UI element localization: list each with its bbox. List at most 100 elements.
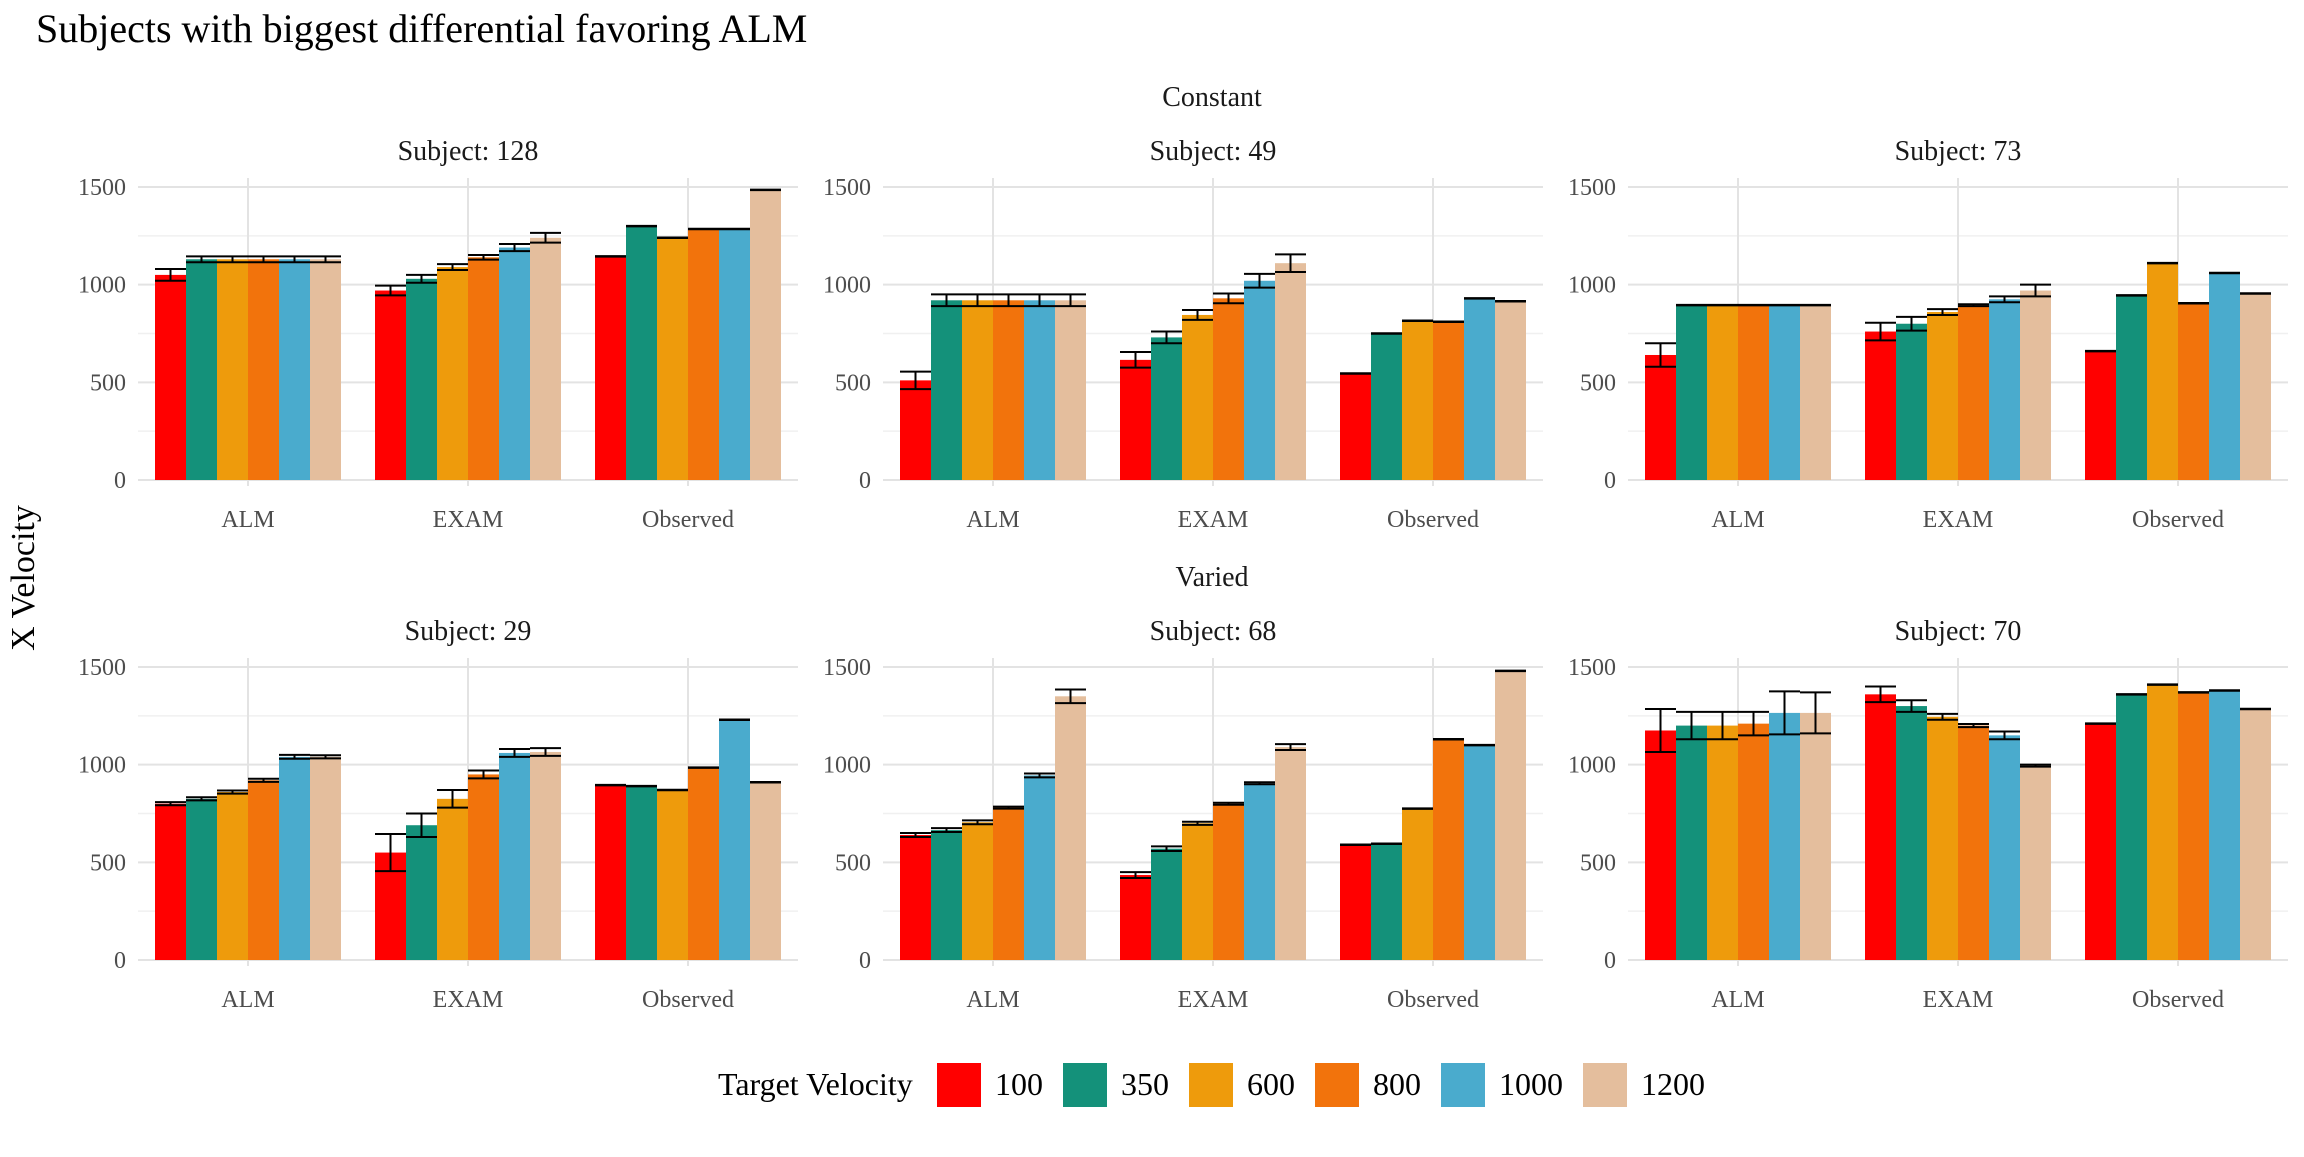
bar (1800, 305, 1831, 480)
bar (186, 259, 217, 480)
y-tick-label: 0 (1604, 948, 1616, 974)
legend-label: 600 (1247, 1066, 1295, 1102)
bar (1769, 305, 1800, 480)
bar (1989, 735, 2020, 960)
y-tick-label: 500 (1580, 370, 1616, 396)
x-tick-label: EXAM (1178, 507, 1249, 533)
bar (1738, 723, 1769, 960)
panel-5: Subject: 68 0 500 1000 1500 ALM EXAM Observed (823, 616, 1543, 1013)
x-tick-label: ALM (966, 507, 1019, 533)
bar (1495, 670, 1526, 960)
bar (1865, 694, 1896, 960)
bar (1707, 305, 1738, 480)
x-tick-label: ALM (221, 987, 274, 1013)
legend-label: 100 (995, 1066, 1043, 1102)
bar (900, 380, 931, 480)
y-tick-label: 0 (114, 468, 126, 494)
bar (2116, 295, 2147, 480)
bar (750, 189, 781, 480)
bar (530, 751, 561, 960)
bar (1402, 808, 1433, 960)
bar (719, 228, 750, 480)
bar (688, 767, 719, 960)
bar (437, 267, 468, 480)
y-tick-label: 0 (859, 468, 871, 494)
x-tick-label: EXAM (1178, 987, 1249, 1013)
legend-item-600: 600 (1189, 1063, 1295, 1107)
facet-row-label-constant: Constant (1162, 82, 1262, 113)
y-tick-label: 0 (859, 948, 871, 974)
legend-label: 1000 (1499, 1066, 1563, 1102)
bar (186, 798, 217, 960)
panel-4: Subject: 29 0 500 1000 1500 ALM EXAM Observed (78, 616, 798, 1013)
bar (750, 782, 781, 960)
x-tick-label: Observed (642, 987, 734, 1013)
bar (2240, 708, 2271, 960)
bar (1769, 712, 1800, 960)
bar (1371, 333, 1402, 480)
y-tick-label: 0 (1604, 468, 1616, 494)
legend-key (1441, 1063, 1485, 1107)
panel-title: Subject: 49 (1150, 136, 1277, 167)
y-tick-label: 1500 (78, 175, 126, 201)
y-tick-label: 1500 (1568, 175, 1616, 201)
bar (2240, 293, 2271, 480)
bar (1464, 745, 1495, 960)
y-tick-label: 1500 (823, 655, 871, 681)
legend-item-800: 800 (1315, 1063, 1421, 1107)
bar (1464, 298, 1495, 480)
bar (595, 256, 626, 480)
bar (468, 257, 499, 480)
bar (1645, 354, 1676, 480)
bar (626, 786, 657, 960)
bar (2147, 684, 2178, 960)
legend-key (1189, 1063, 1233, 1107)
bar (1275, 747, 1306, 960)
x-tick-label: Observed (2132, 507, 2224, 533)
bar (1800, 712, 1831, 960)
bar (931, 300, 962, 480)
y-tick-label: 1000 (1568, 273, 1616, 299)
panel-title: Subject: 70 (1895, 616, 2022, 647)
bar (248, 259, 279, 480)
panel-3: Subject: 73 0 500 1000 1500 ALM EXAM Observed (1568, 136, 2288, 533)
bar (248, 780, 279, 960)
bar (993, 300, 1024, 480)
x-tick-label: Observed (1387, 507, 1479, 533)
y-tick-label: 1000 (78, 753, 126, 779)
bar (279, 259, 310, 480)
bar (1676, 305, 1707, 480)
legend-key (937, 1063, 981, 1107)
bar (1055, 300, 1086, 480)
x-tick-label: EXAM (1923, 507, 1994, 533)
bar (1024, 300, 1055, 480)
bar (962, 300, 993, 480)
y-tick-label: 500 (835, 850, 871, 876)
bar (1182, 314, 1213, 480)
legend-label: 1200 (1641, 1066, 1705, 1102)
bar (155, 274, 186, 480)
y-tick-label: 500 (1580, 850, 1616, 876)
bar (2020, 290, 2051, 480)
bar (499, 752, 530, 960)
bar (530, 237, 561, 480)
bar (499, 247, 530, 480)
bar (310, 259, 341, 480)
bar (719, 719, 750, 960)
bar (2178, 303, 2209, 480)
bar (1958, 305, 1989, 480)
bar (1151, 848, 1182, 960)
facet-row-label-varied: Varied (1175, 562, 1248, 593)
bar (931, 830, 962, 960)
panel-2: Subject: 49 0 500 1000 1500 ALM EXAM Observed (823, 136, 1543, 533)
bar (217, 792, 248, 960)
bar (2209, 690, 2240, 960)
y-tick-label: 1000 (823, 273, 871, 299)
panel-title: Subject: 73 (1895, 136, 2022, 167)
y-tick-label: 0 (114, 948, 126, 974)
bar (2209, 272, 2240, 480)
bar (1989, 299, 2020, 480)
legend-item-350: 350 (1063, 1063, 1169, 1107)
